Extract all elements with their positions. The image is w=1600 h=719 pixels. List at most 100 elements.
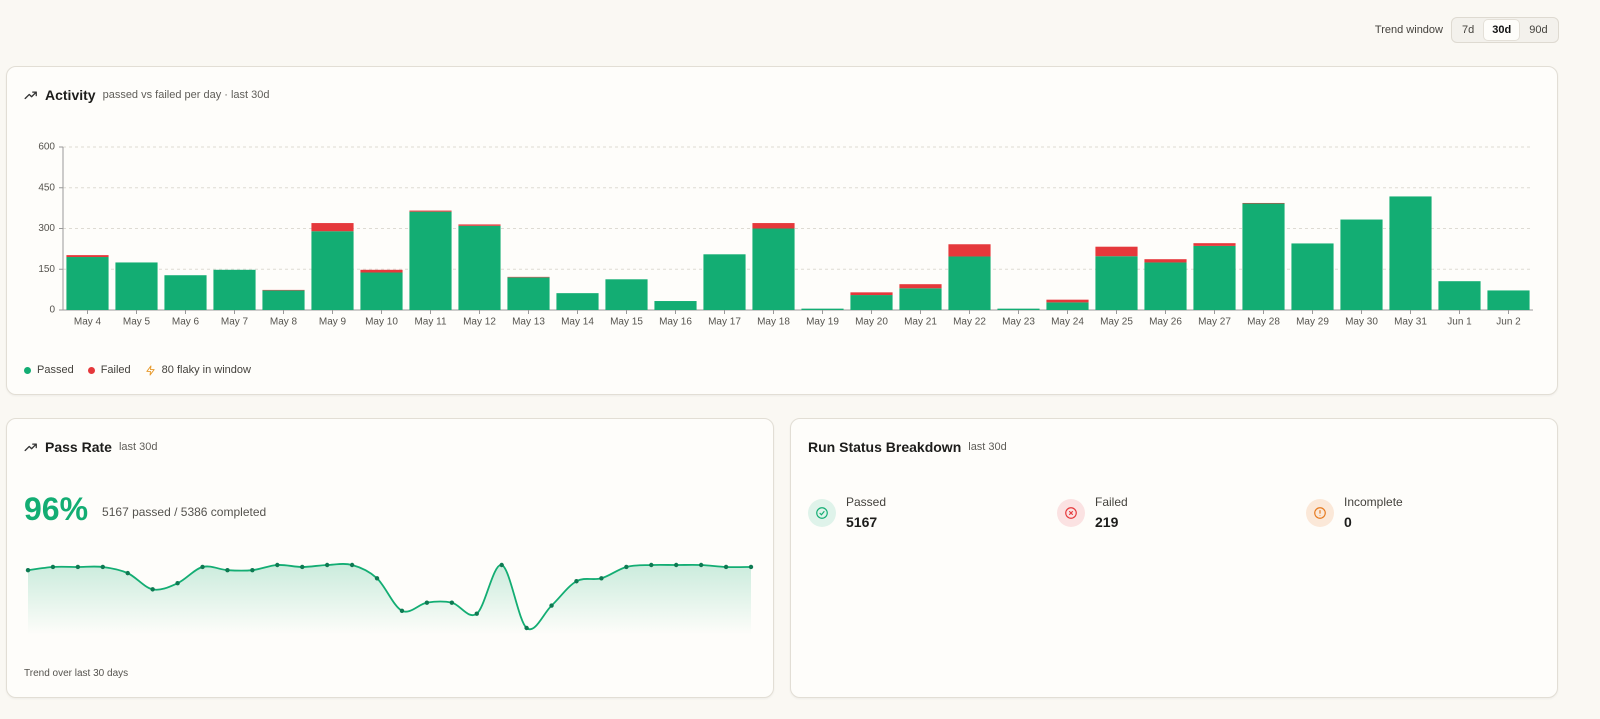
bar-segment	[1438, 281, 1481, 310]
pass-rate-chart	[25, 562, 754, 635]
pass-rate-point	[723, 564, 729, 570]
bar-segment	[850, 292, 893, 296]
pass-rate-point	[474, 611, 479, 616]
legend-swatch	[87, 366, 95, 374]
y-tick-label: 150	[38, 264, 55, 275]
bar-segment	[164, 275, 207, 310]
activity-card: Activity passed vs failed per day · last…	[6, 66, 1558, 395]
bar-segment	[360, 269, 403, 273]
card-header: Run Status Breakdown last 30d	[808, 439, 1007, 455]
bar-segment	[1242, 203, 1285, 310]
x-tick-label: May 12	[463, 317, 496, 328]
bar-segment	[409, 211, 452, 310]
bar-segment	[1487, 290, 1530, 310]
trend-icon	[24, 443, 37, 452]
pass-rate-point	[250, 567, 255, 573]
pass-rate-point	[399, 608, 405, 613]
card-subtitle: passed vs failed per day · last 30d	[102, 89, 270, 101]
bar-segment	[948, 256, 991, 310]
trend-window-control: 7d 30d 90d	[1451, 17, 1559, 43]
x-tick-label: May 16	[659, 317, 692, 328]
x-tick-label: Jun 2	[1496, 317, 1521, 328]
pass-rate-point	[674, 562, 679, 568]
pass-rate-point	[200, 564, 205, 570]
bar-segment	[1242, 202, 1285, 204]
trend-window-option[interactable]: 7d	[1454, 20, 1482, 40]
x-tick-label: May 10	[365, 317, 398, 328]
bar-segment	[360, 272, 403, 310]
bar-segment	[899, 288, 942, 310]
bar-segment	[1193, 243, 1236, 246]
legend-label: Passed	[37, 364, 74, 376]
pass-rate-point	[424, 600, 430, 605]
caption: Trend over last 30 days	[24, 668, 129, 679]
status-label: Passed	[846, 495, 887, 509]
x-tick-label: May 18	[757, 317, 790, 328]
x-tick-label: May 19	[806, 317, 839, 328]
pass-rate-point	[698, 562, 704, 568]
y-tick-label: 600	[38, 142, 55, 153]
x-tick-label: May 26	[1149, 317, 1182, 328]
x-tick-label: May 30	[1345, 317, 1378, 328]
bar-segment	[458, 224, 501, 226]
bar-segment	[311, 231, 354, 310]
bar-segment	[1291, 243, 1334, 310]
pass-rate-point	[25, 567, 31, 573]
x-tick-label: May 7	[221, 317, 249, 328]
trend-window-option[interactable]: 30d	[1484, 20, 1520, 40]
legend-swatch	[24, 366, 31, 374]
bar-segment	[1193, 245, 1236, 310]
card-subtitle: last 30d	[118, 441, 158, 453]
bar-segment	[1095, 246, 1138, 257]
x-tick-label: May 23	[1002, 317, 1035, 328]
pass-rate-point	[100, 564, 105, 570]
pass-rate-point	[150, 587, 155, 592]
pass-rate-point	[275, 562, 280, 568]
bar-segment	[262, 289, 305, 291]
card-title: Run Status Breakdown	[808, 439, 962, 455]
x-tick-label: May 8	[270, 317, 298, 328]
bar-segment	[66, 255, 109, 258]
y-tick-label: 0	[49, 305, 55, 316]
bar-segment	[1095, 256, 1138, 310]
legend-entry: Failed	[87, 364, 131, 376]
status-value: 0	[1344, 514, 1352, 530]
bar-segment	[66, 257, 109, 310]
legend: Passed Failed 80 flaky in window	[24, 364, 251, 376]
pass-rate-point	[125, 570, 130, 576]
bar-segment	[1046, 302, 1089, 310]
status-value: 219	[1095, 514, 1119, 530]
bar-segment	[752, 228, 795, 310]
x-tick-label: May 31	[1394, 317, 1427, 328]
flaky-icon	[146, 364, 155, 376]
pass-rate-point	[50, 564, 56, 570]
status-value: 5167	[846, 514, 878, 530]
pass-rate-point	[748, 564, 754, 570]
x-tick-label: May 20	[855, 317, 888, 328]
card-subtitle: last 30d	[968, 441, 1007, 453]
legend-entry: Passed	[24, 364, 74, 376]
x-tick-label: May 17	[708, 317, 741, 328]
x-tick-label: Jun 1	[1447, 317, 1472, 328]
pass-rate-point	[524, 625, 529, 631]
flaky-text: 80 flaky in window	[161, 364, 251, 376]
y-tick-label: 450	[38, 182, 55, 193]
bar-segment	[1389, 196, 1432, 310]
breakdown-card: Run Status Breakdown last 30d Passed 5167…	[790, 418, 1558, 698]
x-tick-label: May 14	[561, 317, 594, 328]
bar-segment	[605, 279, 648, 310]
bar-segment	[948, 244, 991, 257]
pass-rate-summary: 96% 5167 passed / 5386 completed	[24, 491, 266, 528]
pass-rate-point	[349, 562, 355, 568]
pass-rate-detail: 5167 passed / 5386 completed	[102, 504, 267, 519]
pass-rate-point	[499, 562, 504, 568]
status-item: Failed 219	[1057, 493, 1128, 530]
trend-icon	[24, 91, 37, 100]
trend-window-option[interactable]: 90d	[1521, 20, 1555, 40]
bar-segment	[1144, 262, 1187, 310]
pass-rate-point	[449, 600, 455, 605]
status-icon	[808, 499, 836, 527]
bar-segment	[899, 284, 942, 289]
pass-rate-point	[374, 576, 380, 581]
